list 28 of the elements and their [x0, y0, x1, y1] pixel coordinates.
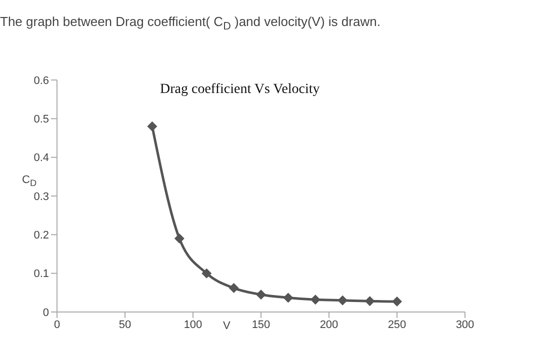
y-axis-title: C$_{D}$ [22, 174, 37, 188]
point [364, 296, 375, 306]
x-tick-label: 50 [118, 318, 132, 331]
x-axis-title: V [223, 320, 230, 332]
y-tick-label: 0.5 [34, 114, 49, 126]
point [338, 295, 348, 306]
point [228, 283, 239, 294]
point [283, 292, 294, 303]
x-tick-label: 150 [252, 318, 270, 331]
y-tick-label: 0.3 [34, 190, 49, 203]
x-tick-label: 300 [456, 318, 474, 331]
x-tick-label: 200 [320, 318, 338, 331]
point [147, 121, 158, 132]
y-tick-label: 0.6 [34, 74, 49, 87]
chart-title: Drag coefficient Vs Velocity [160, 82, 320, 98]
y-tick-label: 0.1 [34, 268, 49, 280]
text: The graph between Drag coefficient( C$_{D}$ )and velocity(V) is drawn. [0, 14, 380, 33]
point [202, 268, 212, 278]
y-tick-label: 0.2 [34, 230, 49, 242]
x-tick-label: 250 [388, 318, 406, 331]
x-tick-label: 0 [54, 318, 60, 331]
y-tick-label: 0.4 [34, 152, 49, 164]
point [310, 294, 320, 305]
point [256, 290, 266, 300]
point [392, 296, 402, 307]
x-tick-label: 100 [184, 318, 202, 331]
y-tick-label: 0 [42, 306, 49, 319]
point [174, 234, 184, 244]
